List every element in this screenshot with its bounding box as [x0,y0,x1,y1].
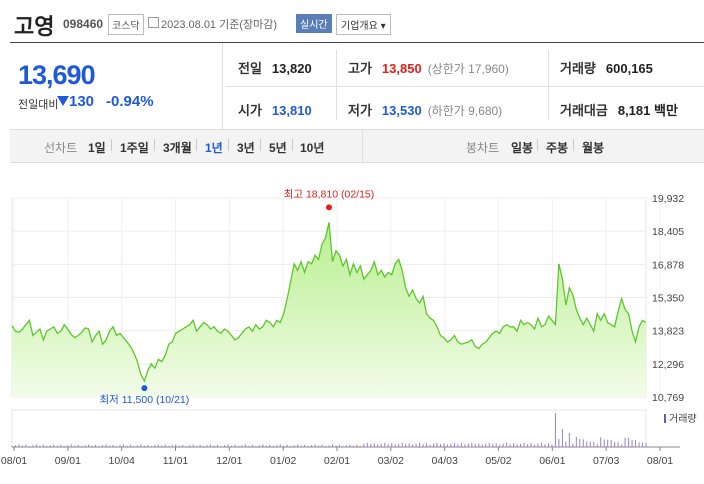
stat-value: 8,181 백만 [617,103,678,118]
x-tick-label: 06/01 [539,455,565,467]
stat-value: 13,820 [271,61,312,76]
y-tick-label: 15,350 [652,293,684,305]
stat-trade-amount: 거래대금 8,181 백만 [560,100,678,119]
volume-frame [11,409,647,448]
header-divider [10,42,704,43]
period-divider [537,139,538,151]
realtime-button[interactable]: 실시간 [296,14,332,33]
stat-value: 600,165 [605,61,653,76]
stat-label: 고가 [348,61,372,76]
candle-chart-label: 봉차트 [466,141,500,155]
chart-annotations: 최고 18,810 (02/15) 최저 11,500 (10/21) [99,188,374,406]
stat-row-divider [226,86,704,87]
period-divider [260,139,261,151]
y-tick-label: 16,878 [652,259,684,271]
stat-label: 시가 [238,103,262,118]
price-summary: 13,690 전일대비 130 -0.94% [10,43,223,129]
stat-value: 13,530 [381,103,422,118]
low-marker [141,385,148,392]
period-divider [154,139,155,151]
line-chart-label: 선차트 [44,141,78,155]
x-tick-label: 11/01 [163,455,189,467]
x-tick-label: 08/01 [1,455,27,467]
stat-prev-close: 전일 13,820 [238,58,312,77]
period-1d[interactable]: 1일 [88,141,106,155]
period-3m[interactable]: 3개월 [163,141,192,155]
stat-label: 전일 [238,61,262,76]
y-tick-label: 13,823 [652,326,684,338]
company-info-dropdown[interactable]: 기업개요 ▾ [336,14,391,35]
x-tick-label: 08/01 [647,455,673,467]
stat-high: 고가 13,850 (상한가 17,960) [348,58,509,77]
x-tick-label: 07/03 [593,455,619,467]
volume-bars: 거래량 [11,409,697,448]
stat-value: 13,850 [381,61,422,76]
y-tick-label: 12,296 [652,359,684,371]
x-tick-label: 01/02 [270,455,296,467]
down-arrow-icon [57,96,69,106]
x-tick-label: 02/01 [324,455,350,467]
period-divider [228,139,229,151]
volume-label: 거래량 [669,413,697,425]
chart-axes: 19,932 18,405 16,878 15,350 13,823 12,296 10,7… [1,193,684,467]
stat-volume: 거래량 600,165 [560,58,653,77]
market-badge: 코스닥 [108,14,144,35]
price-line [11,222,647,383]
candle-daily[interactable]: 일봉 [511,141,534,155]
x-tick-label: 10/04 [109,455,135,467]
high-marker [326,204,332,211]
x-tick-label: 04/03 [432,455,458,467]
stat-label: 거래량 [560,61,596,76]
stat-divider [548,50,549,120]
lower-limit: (하한가 9,680) [427,104,503,118]
stat-open: 시가 13,810 [238,100,312,119]
change-value: 130 [69,93,95,110]
y-tick-label: 18,405 [652,226,684,238]
x-tick-label: 12/01 [216,455,242,467]
stock-name: 고영 [14,14,55,39]
period-divider [292,139,293,151]
period-1y[interactable]: 1년 [205,141,223,155]
x-tick-label: 05/02 [485,455,511,467]
stat-value: 13,810 [271,103,312,118]
stock-header: 고영 098460 코스닥 2023.08.01 기준(장마감) 실시간 기업개… [0,0,704,44]
period-bar: 선차트 1일 1주일 3개월 1년 3년 5년 10년 봉차트 일봉 주봉 월봉 [10,129,704,163]
period-divider [111,139,112,151]
stat-label: 거래대금 [560,103,608,118]
x-tick-label: 09/01 [55,455,81,467]
current-price: 13,690 [18,60,96,90]
period-5y[interactable]: 5년 [269,141,287,155]
volume-legend-swatch [664,414,666,423]
change-label: 전일대비 [18,99,59,111]
stat-label: 저가 [348,103,372,118]
candle-monthly[interactable]: 월봉 [582,141,605,155]
period-1w[interactable]: 1주일 [120,141,149,155]
high-annotation: 최고 18,810 (02/15) [284,188,375,200]
y-tick-label: 10,769 [652,392,684,404]
low-annotation: 최저 11,500 (10/21) [99,394,189,406]
stat-divider [336,50,337,120]
period-divider [573,139,574,151]
calendar-icon [148,17,159,28]
change-percent: -0.94% [106,93,154,110]
period-10y[interactable]: 10년 [300,141,325,155]
price-area [12,222,646,397]
y-tick-label: 19,932 [652,193,684,205]
candle-weekly[interactable]: 주봉 [546,141,569,155]
x-tick-label: 03/02 [378,455,404,467]
stock-code: 098460 [63,17,104,31]
upper-limit: (상한가 17,960) [427,62,509,76]
base-date: 2023.08.01 기준(장마감) [161,19,278,31]
bar-divider [362,130,363,162]
period-divider [196,139,197,151]
period-3y[interactable]: 3년 [237,141,255,155]
stat-low: 저가 13,530 (하한가 9,680) [348,100,502,119]
